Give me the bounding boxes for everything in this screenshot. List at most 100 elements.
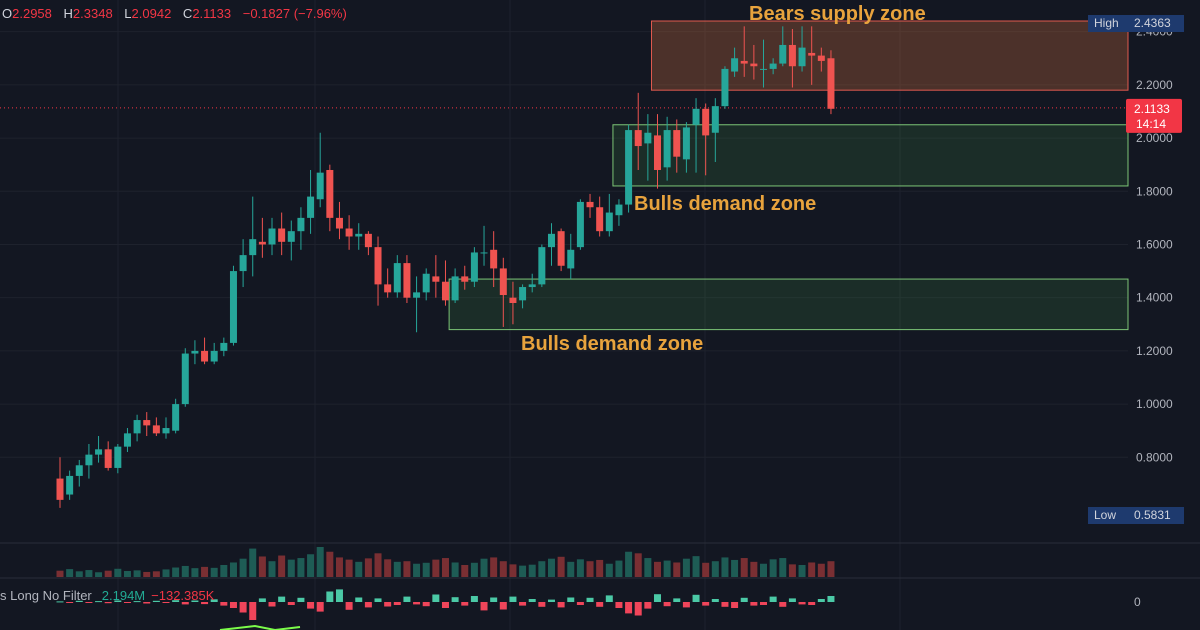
oscillator-bar <box>66 602 74 603</box>
volume-bar <box>143 571 151 577</box>
indicator-legend: s Long No Filter 2.194M −132.385K <box>0 588 214 603</box>
low-label: Low <box>1094 508 1116 522</box>
volume-bar <box>808 562 816 577</box>
candle-body <box>268 228 276 245</box>
oscillator-bar <box>326 591 334 602</box>
candle-body <box>817 55 825 61</box>
volume-bar <box>56 570 64 577</box>
volume-bar <box>220 565 228 577</box>
oscillator-bar <box>827 596 835 602</box>
zones-layer <box>448 20 1129 331</box>
candle-body <box>191 350 199 354</box>
volume-bar <box>702 562 710 577</box>
candle-body <box>827 58 835 109</box>
candle-body <box>278 228 286 242</box>
candle-body <box>808 52 816 56</box>
price-tick-label: 1.4000 <box>1136 291 1173 305</box>
price-tick-label: 0.8000 <box>1136 450 1173 464</box>
candle-body <box>586 201 594 208</box>
oscillator-zero-label: 0 <box>1134 595 1141 609</box>
volume-bar <box>499 561 507 577</box>
candle-body <box>490 249 498 269</box>
candle-body <box>528 284 536 288</box>
candle-body <box>461 276 469 282</box>
oscillator-bar <box>721 602 729 607</box>
oscillator-bar <box>653 594 661 602</box>
candle-body <box>731 58 739 72</box>
candle-body <box>538 247 546 285</box>
oscillator-bar <box>634 602 642 616</box>
zone-supply <box>650 20 1129 91</box>
candle-body <box>432 276 440 282</box>
volume-bar <box>287 559 295 577</box>
oscillator-bar <box>779 602 787 607</box>
oscillator-bar <box>451 597 459 602</box>
indicator-name: s Long No Filter <box>0 588 92 603</box>
candle-body <box>634 130 642 147</box>
oscillator-bar <box>692 594 700 602</box>
oscillator-bar <box>499 602 507 610</box>
zone-labels: Bears supply zone Bulls demand zone Bulls … <box>521 3 926 355</box>
oscillator-bar <box>605 595 613 602</box>
candle-body <box>297 217 305 232</box>
candle-body <box>760 68 768 70</box>
volume-bar <box>451 562 459 577</box>
volume-bar <box>239 558 247 577</box>
indicator-value-2: −132.385K <box>151 588 215 603</box>
volume-bar <box>432 559 440 577</box>
volume-bar <box>413 563 421 577</box>
candle-body <box>567 249 575 269</box>
candle-body <box>779 44 787 64</box>
high-label: High <box>1094 16 1119 30</box>
low-label: L <box>124 6 132 21</box>
bar-countdown: 14:14 <box>1136 117 1166 131</box>
candle-body <box>769 63 777 69</box>
volume-bar <box>172 567 180 577</box>
oscillator-bar <box>229 602 237 608</box>
volume-bar <box>576 559 584 577</box>
oscillator-bar <box>788 598 796 602</box>
oscillator-bar <box>56 601 64 603</box>
volume-bar <box>673 562 681 577</box>
oscillator-bar <box>393 602 401 605</box>
price-tick-label: 1.0000 <box>1136 397 1173 411</box>
price-tick-label: 1.2000 <box>1136 344 1173 358</box>
volume-bar <box>229 562 237 577</box>
candle-body <box>220 342 228 351</box>
oscillator-bar <box>769 596 777 602</box>
candle-body <box>104 449 112 468</box>
volume-bar <box>731 559 739 577</box>
oscillator-bar <box>152 600 160 602</box>
volume-bar <box>355 561 363 577</box>
volume-bar <box>653 561 661 577</box>
oscillator-bar <box>114 600 122 602</box>
candle-body <box>364 233 372 248</box>
volume-bar <box>249 548 257 577</box>
candle-body <box>413 292 421 298</box>
oscillator-bar <box>798 602 806 605</box>
oscillator-bar <box>432 594 440 602</box>
oscillator-bar <box>201 602 209 605</box>
volume-bar <box>162 569 170 577</box>
candle-body <box>143 420 151 426</box>
low-value: 2.0942 <box>131 6 172 21</box>
volume-bar <box>634 553 642 577</box>
zone-demand <box>612 124 1129 187</box>
oscillator-bar <box>345 602 353 610</box>
price-tick-label: 2.0000 <box>1136 131 1173 145</box>
zone-annotation: Bulls demand zone <box>521 333 703 355</box>
price-axis[interactable]: 2.40002.20002.00001.80001.60001.40001.20… <box>1088 15 1184 609</box>
volume-bar <box>596 559 604 577</box>
candle-body <box>316 172 324 200</box>
oscillator-layer <box>56 589 835 630</box>
candle-body <box>229 271 237 343</box>
ohlc-legend: O2.2958 H2.3348 L2.0942 C2.1133 −0.1827 … <box>2 6 355 21</box>
volume-bar <box>403 561 411 577</box>
volume-bar <box>625 551 633 577</box>
volume-bar <box>422 562 430 577</box>
candle-body <box>605 212 613 232</box>
candle-body <box>692 108 700 125</box>
low-label-bg <box>1088 507 1126 524</box>
candle-body <box>162 428 170 434</box>
